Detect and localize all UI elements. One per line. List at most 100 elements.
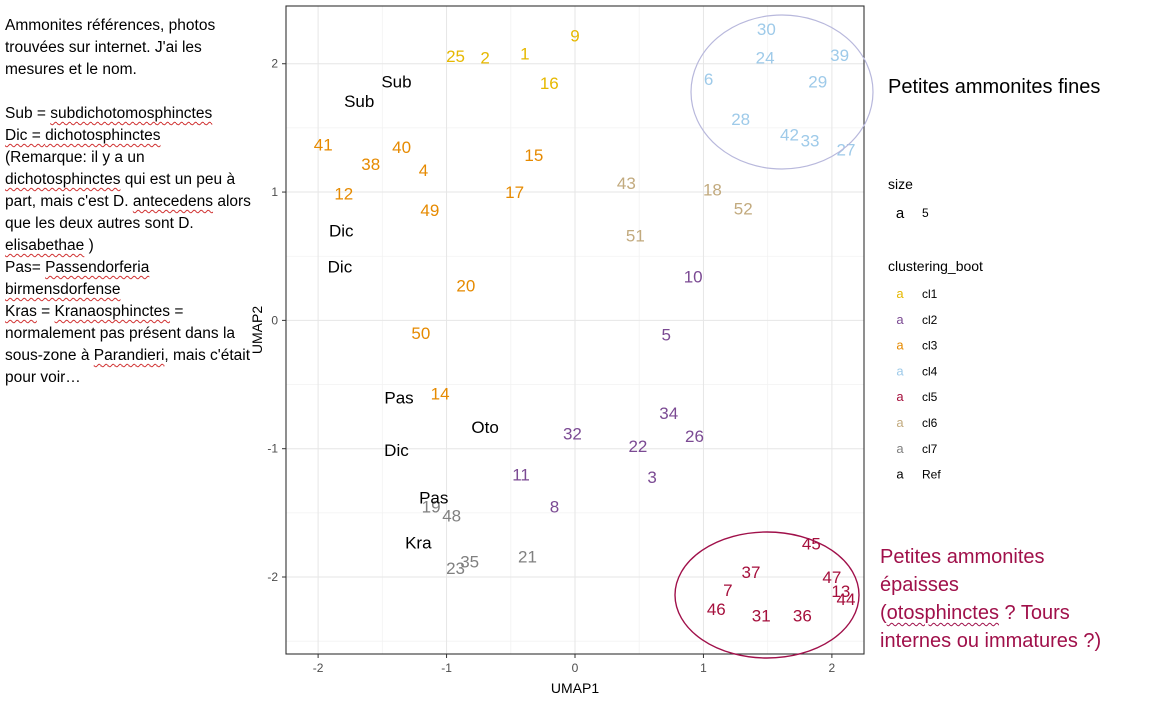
- x-tick-label: 0: [572, 661, 579, 675]
- data-point-50: 50: [411, 324, 430, 343]
- data-point-47: 47: [822, 568, 841, 587]
- ref-point-Dic: Dic: [328, 257, 353, 276]
- y-tick-label: 2: [271, 57, 278, 71]
- data-point-39: 39: [830, 46, 849, 65]
- data-point-18: 18: [703, 180, 722, 199]
- data-point-51: 51: [626, 227, 645, 246]
- epaisses-open: (: [880, 602, 887, 624]
- legend-glyph-cl4: a: [896, 363, 904, 378]
- legend-glyph-cl5: a: [896, 389, 904, 404]
- pas-def-name2: birmensdorfense: [5, 281, 121, 298]
- data-point-32: 32: [563, 424, 582, 443]
- legend-size-glyph: a: [896, 205, 905, 222]
- remark-antecedens: antecedens: [132, 193, 214, 210]
- kras-prefix: Kras: [5, 303, 37, 320]
- sub-def-prefix: Sub =: [5, 105, 51, 122]
- ring-epaisses: [674, 531, 860, 659]
- legend-glyph-cl7: a: [896, 441, 904, 456]
- panel-border: [285, 5, 865, 655]
- legend-glyph-cl6: a: [896, 415, 904, 430]
- data-point-42: 42: [780, 125, 799, 144]
- data-point-17: 17: [505, 183, 524, 202]
- data-point-30: 30: [757, 20, 776, 39]
- data-point-19: 19: [422, 497, 441, 516]
- x-tick-label: 2: [829, 661, 836, 675]
- remark-name: dichotosphinctes: [5, 171, 121, 188]
- data-point-2: 2: [480, 48, 489, 67]
- annotation-epaisses: Petites ammonites épaisses (otosphinctes…: [880, 543, 1155, 655]
- data-point-29: 29: [808, 73, 827, 92]
- pas-def-name1: Passendorferia: [45, 259, 150, 276]
- legend-label-cl4: cl4: [922, 364, 938, 378]
- legend-label-Ref: Ref: [922, 468, 941, 482]
- data-point-11: 11: [512, 465, 530, 484]
- legend-size-label: 5: [922, 206, 929, 220]
- data-point-3: 3: [647, 468, 656, 487]
- legend-glyph-Ref: a: [896, 467, 904, 482]
- kras-parandieri: Parandieri: [93, 347, 165, 364]
- data-point-22: 22: [628, 437, 647, 456]
- x-axis-title: UMAP1: [551, 680, 599, 696]
- data-point-20: 20: [456, 277, 475, 296]
- legend-label-cl3: cl3: [922, 339, 938, 353]
- data-point-28: 28: [731, 110, 750, 129]
- data-point-1: 1: [520, 44, 529, 63]
- data-point-6: 6: [704, 70, 713, 89]
- kras-eq: =: [36, 303, 55, 320]
- data-point-15: 15: [524, 146, 543, 165]
- data-point-33: 33: [801, 132, 820, 151]
- kras-name: Kranaosphinctes: [54, 303, 171, 320]
- legend-label-cl5: cl5: [922, 390, 938, 404]
- data-point-45: 45: [802, 535, 821, 554]
- remark-a: (Remarque: il y a un: [5, 149, 149, 166]
- ref-point-Pas: Pas: [419, 488, 448, 507]
- notes-text: Ammonites références, photos trouvées su…: [5, 15, 257, 389]
- y-tick-label: 1: [271, 185, 278, 199]
- data-point-8: 8: [550, 497, 559, 516]
- notes-intro: Ammonites références, photos trouvées su…: [5, 17, 220, 78]
- data-point-43: 43: [617, 174, 636, 193]
- ref-point-Pas: Pas: [384, 388, 413, 407]
- data-point-26: 26: [685, 427, 704, 446]
- epaisses-line1: Petites ammonites: [880, 546, 1045, 568]
- dic-def-prefix: Dic =: [5, 127, 46, 144]
- legend-glyph-cl1: a: [896, 286, 904, 301]
- epaisses-line4: internes ou immatures ?): [880, 630, 1102, 652]
- data-point-21: 21: [518, 547, 537, 566]
- data-point-12: 12: [334, 184, 353, 203]
- x-tick-label: -2: [313, 661, 324, 675]
- sub-def-name: subdichotomosphinctes: [50, 105, 213, 122]
- data-point-7: 7: [723, 581, 732, 600]
- data-point-49: 49: [420, 201, 439, 220]
- data-point-4: 4: [419, 161, 428, 180]
- epaisses-line3: (otosphinctes ? Tours: [880, 599, 1155, 627]
- remark-b: qui est un peu à part, mais c'est D.: [5, 171, 240, 210]
- dic-def-name: dichotosphinctes: [45, 127, 161, 144]
- y-tick-label: 0: [271, 313, 278, 327]
- data-point-13: 13: [831, 582, 850, 601]
- data-point-40: 40: [392, 138, 411, 157]
- data-point-14: 14: [431, 385, 450, 404]
- data-point-25: 25: [446, 47, 465, 66]
- x-tick-label: -1: [441, 661, 452, 675]
- legend-glyph-cl3: a: [896, 338, 904, 353]
- y-tick-label: -1: [267, 442, 278, 456]
- data-point-37: 37: [742, 563, 761, 582]
- data-point-5: 5: [661, 325, 670, 344]
- data-point-46: 46: [707, 600, 726, 619]
- data-point-34: 34: [659, 404, 678, 423]
- data-point-31: 31: [752, 607, 771, 626]
- data-point-38: 38: [361, 155, 380, 174]
- annotation-fines: Petites ammonites fines: [888, 76, 1101, 98]
- remark-elisabethae: elisabethae: [5, 237, 85, 254]
- data-point-27: 27: [837, 141, 856, 160]
- y-tick-label: -2: [267, 570, 278, 584]
- ring-fines: [690, 14, 874, 170]
- ref-point-Dic: Dic: [384, 441, 409, 460]
- legend-label-cl2: cl2: [922, 313, 938, 327]
- data-point-44: 44: [837, 590, 856, 609]
- ref-point-Oto: Oto: [471, 418, 498, 437]
